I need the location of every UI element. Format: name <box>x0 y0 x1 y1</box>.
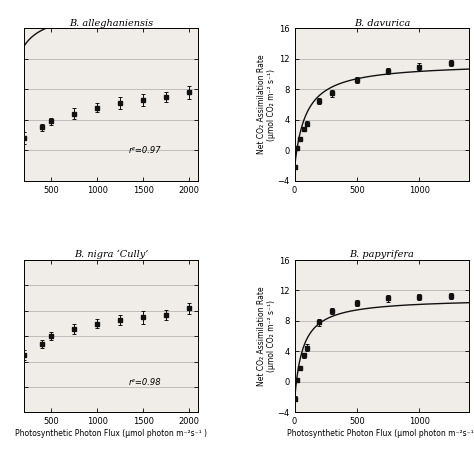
Title: B. papyrifera: B. papyrifera <box>349 250 414 259</box>
Title: B. nigra ‘Cully’: B. nigra ‘Cully’ <box>74 250 148 259</box>
Y-axis label: Net CO₂ Assimilation Rate
(μmol CO₂ m⁻² s⁻¹): Net CO₂ Assimilation Rate (μmol CO₂ m⁻² … <box>256 55 276 155</box>
Text: r²=0.97: r²=0.97 <box>128 146 161 155</box>
X-axis label: Photosynthetic Photon Flux (μmol photon m⁻²s⁻¹): Photosynthetic Photon Flux (μmol photon … <box>287 429 474 438</box>
Y-axis label: Net CO₂ Assimilation Rate
(μmol CO₂ m⁻² s⁻¹): Net CO₂ Assimilation Rate (μmol CO₂ m⁻² … <box>256 286 276 386</box>
Text: r²=0.98: r²=0.98 <box>128 378 161 387</box>
Title: B. alleghaniensis: B. alleghaniensis <box>69 18 153 27</box>
X-axis label: Photosynthetic Photon Flux (μmol photon m⁻²s⁻¹ ): Photosynthetic Photon Flux (μmol photon … <box>15 429 207 438</box>
Title: B. davurica: B. davurica <box>354 18 410 27</box>
